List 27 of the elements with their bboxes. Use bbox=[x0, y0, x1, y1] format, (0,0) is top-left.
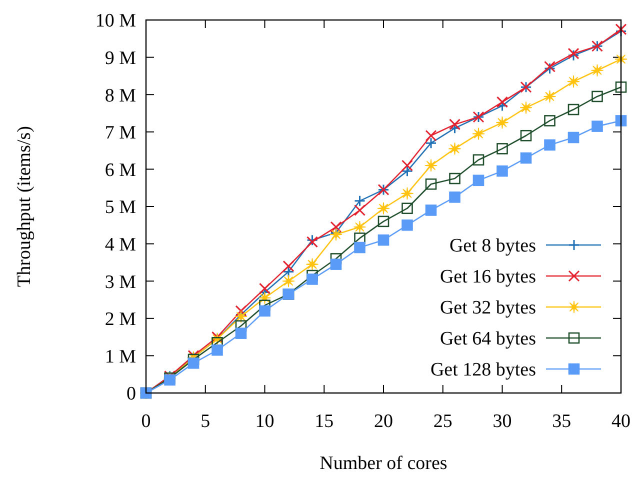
y-tick-label: 3 M bbox=[104, 272, 136, 293]
legend-label: Get 128 bytes bbox=[430, 360, 536, 381]
y-tick-label: 1 M bbox=[104, 346, 136, 368]
y-axis-title: Throughput (items/s) bbox=[14, 126, 35, 287]
y-tick-label: 0 bbox=[126, 384, 136, 405]
y-tick-label: 5 M bbox=[104, 197, 136, 218]
y-tick-label: 6 M bbox=[104, 160, 136, 181]
legend-label: Get 16 bytes bbox=[440, 266, 536, 288]
x-axis-title: Number of cores bbox=[320, 453, 448, 474]
y-tick-label: 10 M bbox=[95, 10, 136, 32]
y-tick-label: 8 M bbox=[104, 85, 136, 106]
y-tick-label: 7 M bbox=[104, 122, 136, 144]
y-tick-label: 2 M bbox=[104, 309, 136, 330]
legend-label: Get 8 bytes bbox=[449, 236, 536, 257]
x-tick-label: 40 bbox=[612, 411, 630, 432]
x-tick-label: 0 bbox=[141, 411, 151, 432]
x-tick-label: 35 bbox=[552, 411, 572, 432]
x-tick-label: 30 bbox=[492, 411, 512, 432]
y-tick-label: 4 M bbox=[104, 234, 136, 256]
y-tick-label: 9 M bbox=[104, 48, 136, 69]
x-tick-label: 20 bbox=[374, 411, 393, 432]
legend-label: Get 64 bytes bbox=[440, 328, 536, 350]
x-tick-label: 15 bbox=[314, 411, 334, 432]
x-tick-label: 5 bbox=[200, 411, 210, 432]
x-tick-label: 25 bbox=[433, 411, 452, 432]
legend-label: Get 32 bytes bbox=[440, 298, 536, 319]
x-tick-label: 10 bbox=[255, 411, 274, 432]
